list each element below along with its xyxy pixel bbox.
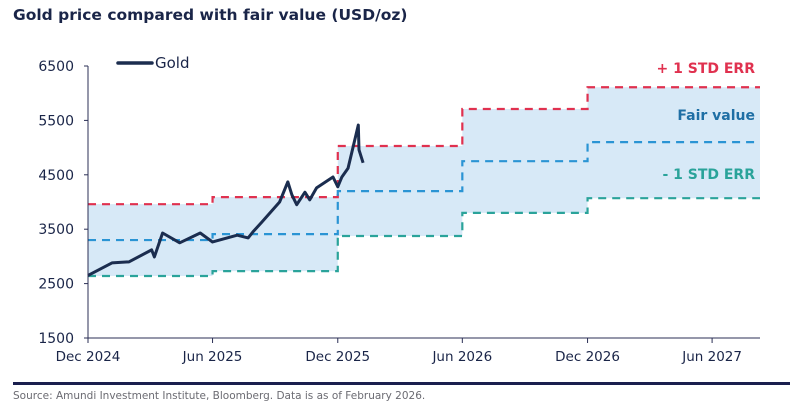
annotation-label: Fair value [677, 108, 755, 124]
chart-title: Gold price compared with fair value (USD… [13, 6, 408, 24]
x-tick-label: Jun 2027 [681, 349, 742, 365]
chart: 6500 5500 4500 3500 2500 1500 Dec 2024 Jun 2025… [38, 54, 760, 365]
lower-std-err-line [88, 197, 760, 278]
fair-value-band [88, 87, 760, 276]
source-note: Source: Amundi Investment Institute, Blo… [13, 390, 426, 402]
upper-std-err-line [88, 86, 760, 206]
footer-rule [13, 382, 790, 385]
gold-price-line [87, 123, 365, 277]
fair-value-line [88, 141, 760, 242]
x-tick-label: Dec 2025 [305, 349, 370, 365]
y-tick-label: 2500 [38, 277, 74, 293]
x-tick-label: Jun 2025 [182, 349, 243, 365]
annotation-label: - 1 STD ERR [662, 167, 755, 183]
y-tick-label: 3500 [38, 222, 74, 238]
legend-gold-label: Gold [155, 54, 190, 72]
y-tick-label: 4500 [38, 168, 74, 184]
y-tick-label: 1500 [38, 331, 74, 347]
y-tick-label: 5500 [38, 113, 74, 129]
x-tick-label: Jun 2026 [431, 349, 492, 365]
x-tick-label: Dec 2024 [56, 349, 121, 365]
x-tick-label: Dec 2026 [555, 349, 620, 365]
y-tick-label: 6500 [38, 59, 74, 75]
annotation-label: + 1 STD ERR [657, 61, 756, 77]
